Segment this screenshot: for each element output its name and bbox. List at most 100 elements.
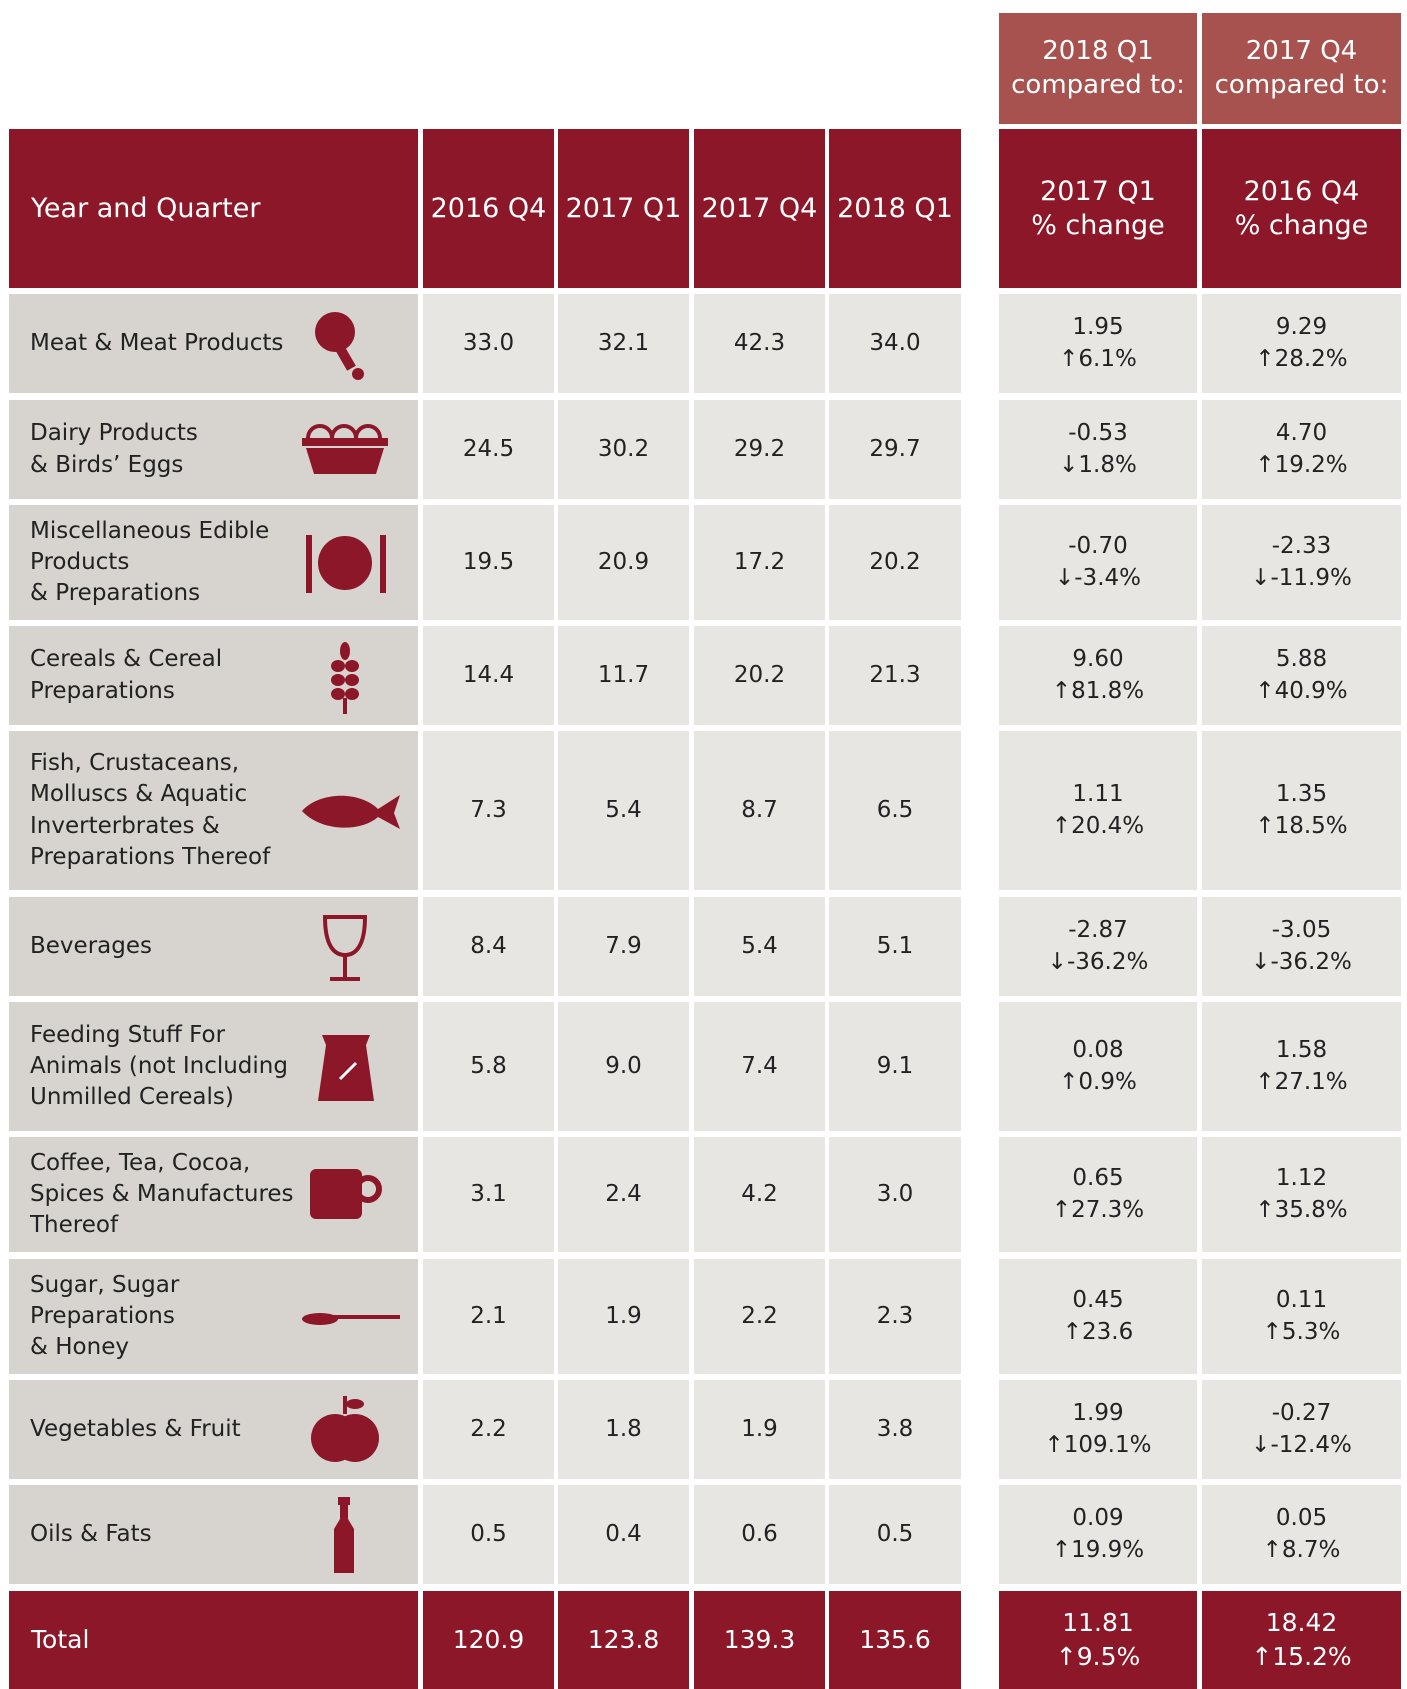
- category-icon: [310, 1168, 382, 1219]
- change-diff: -0.70: [1068, 533, 1128, 560]
- change-diff: -2.87: [1068, 917, 1128, 944]
- value-cell-text: 4.2: [741, 1180, 778, 1207]
- value-cell-text: 8.7: [741, 796, 778, 823]
- value-cell-text: 1.8: [605, 1415, 642, 1442]
- row-label: Fish, Crustaceans, Molluscs & Aquatic In…: [9, 731, 418, 890]
- value-cell-text: 30.2: [597, 435, 650, 462]
- value-cell-text: 0.5: [876, 1520, 914, 1547]
- value-cell-text: 123.8: [587, 1625, 660, 1655]
- change: 0.11 ↑5.3%: [1263, 1285, 1341, 1347]
- value-cell: 7.3: [423, 731, 554, 890]
- change: 1.12 ↑35.8%: [1255, 1163, 1347, 1225]
- value-cell-text: 3.8: [876, 1415, 914, 1442]
- change-pct: ↑27.1%: [1255, 1068, 1348, 1095]
- row-label: Vegetables & Fruit: [9, 1380, 418, 1479]
- change-cell: 9.60 ↑81.8%: [999, 626, 1197, 725]
- change-pct: ↑0.9%: [1059, 1068, 1137, 1095]
- change-diff: 0.05: [1275, 1505, 1328, 1532]
- change-pct: ↑81.8%: [1051, 677, 1145, 704]
- row-label-text: Meat & Meat Products: [30, 329, 284, 356]
- row-label-text: Miscellaneous Edible Products & Preparat…: [30, 517, 270, 607]
- row-label-text: Feeding Stuff For Animals (not Including…: [30, 1021, 288, 1111]
- value-cell: 3.8: [829, 1380, 961, 1479]
- value-cell: 20.2: [829, 505, 961, 620]
- change: 0.05 ↑8.7%: [1263, 1503, 1341, 1565]
- value-cell-text: 33.0: [462, 329, 515, 356]
- category-icon: [315, 311, 364, 380]
- value-cell-text: 5.4: [605, 796, 642, 823]
- value-cell: 29.7: [829, 400, 961, 499]
- value-cell-text: 1.9: [605, 1302, 642, 1329]
- group-header: 2017 Q4 compared to:: [1202, 13, 1401, 124]
- row-label-text: Dairy Products & Birds’ Eggs: [30, 420, 198, 478]
- value-cell: 2.2: [423, 1380, 554, 1479]
- value-cell: 33.0: [423, 294, 554, 393]
- value-cell: 4.2: [694, 1137, 825, 1252]
- change-diff: 0.11: [1275, 1287, 1328, 1314]
- group-header-text: 2017 Q4 compared to:: [1214, 35, 1389, 100]
- value-cell: 5.4: [694, 897, 825, 996]
- change: -2.87 ↓-36.2%: [1048, 915, 1149, 977]
- row-label-text: Vegetables & Fruit: [30, 1415, 241, 1442]
- value-cell-text: 20.2: [733, 661, 786, 688]
- value-cell-text: 9.1: [876, 1052, 914, 1079]
- change: 5.88 ↑40.9%: [1255, 644, 1347, 706]
- change-diff: 1.95: [1072, 314, 1124, 341]
- change-pct: ↑9.5%: [1055, 1642, 1141, 1671]
- value-cell-text: 139.3: [723, 1625, 796, 1655]
- value-cell-text: 19.5: [462, 548, 515, 575]
- change: 11.81 ↑9.5%: [1056, 1606, 1140, 1674]
- change-cell: -2.87 ↓-36.2%: [999, 897, 1197, 996]
- category-icon: [318, 1034, 374, 1101]
- column-header: 2016 Q4: [423, 129, 554, 288]
- change-pct: ↑40.9%: [1255, 677, 1348, 704]
- change-cell: -0.53 ↓1.8%: [999, 400, 1197, 499]
- change-pct: ↑20.4%: [1051, 812, 1145, 839]
- change-diff: -2.33: [1271, 533, 1332, 560]
- change-diff: 0.08: [1072, 1037, 1124, 1064]
- column-header-text: 2016 Q4 % change: [1234, 175, 1369, 241]
- column-header-text: 2017 Q1 % change: [1031, 175, 1165, 241]
- change-cell: 0.65 ↑27.3%: [999, 1137, 1197, 1252]
- change: 1.95 ↑6.1%: [1059, 312, 1137, 374]
- value-cell: 19.5: [423, 505, 554, 620]
- row-label-text: Oils & Fats: [30, 1520, 152, 1547]
- value-cell-text: 42.3: [733, 329, 786, 356]
- column-header: 2018 Q1: [829, 129, 961, 288]
- change-diff: -0.27: [1271, 1400, 1332, 1427]
- column-header: 2016 Q4 % change: [1202, 129, 1401, 288]
- value-cell: 3.1: [423, 1137, 554, 1252]
- change-diff: 5.88: [1275, 646, 1328, 673]
- value-cell-text: 24.5: [462, 435, 515, 462]
- row-label: Total: [9, 1591, 418, 1689]
- value-cell: 1.9: [694, 1380, 825, 1479]
- value-cell: 123.8: [558, 1591, 689, 1689]
- value-cell: 20.9: [558, 505, 689, 620]
- value-cell: 9.0: [558, 1002, 689, 1131]
- row-label-text: Cereals & Cereal Preparations: [30, 646, 223, 704]
- column-header-text: 2017 Q1: [565, 192, 682, 224]
- column-header: 2017 Q1 % change: [999, 129, 1197, 288]
- value-cell: 2.3: [829, 1259, 961, 1374]
- value-cell: 135.6: [829, 1591, 961, 1689]
- change-diff: 9.60: [1072, 646, 1124, 673]
- value-cell: 7.4: [694, 1002, 825, 1131]
- change-diff: 0.65: [1072, 1165, 1124, 1192]
- value-cell-text: 9.0: [605, 1052, 642, 1079]
- change-cell: 0.09 ↑19.9%: [999, 1485, 1197, 1584]
- change-pct: ↑19.9%: [1051, 1536, 1145, 1563]
- value-cell-text: 29.7: [869, 435, 921, 462]
- category-icon: [302, 423, 388, 474]
- value-cell-text: 3.0: [876, 1180, 914, 1207]
- change-cell: 1.11 ↑20.4%: [999, 731, 1197, 890]
- value-cell-text: 6.5: [876, 796, 914, 823]
- column-header-text: Year and Quarter: [31, 192, 261, 224]
- change: 0.65 ↑27.3%: [1052, 1163, 1144, 1225]
- value-cell: 24.5: [423, 400, 554, 499]
- row-label-text: Fish, Crustaceans, Molluscs & Aquatic In…: [30, 750, 271, 870]
- value-cell: 3.0: [829, 1137, 961, 1252]
- change-pct: ↓-36.2%: [1251, 948, 1352, 975]
- value-cell: 32.1: [558, 294, 689, 393]
- value-cell-text: 135.6: [859, 1625, 931, 1655]
- value-cell: 7.9: [558, 897, 689, 996]
